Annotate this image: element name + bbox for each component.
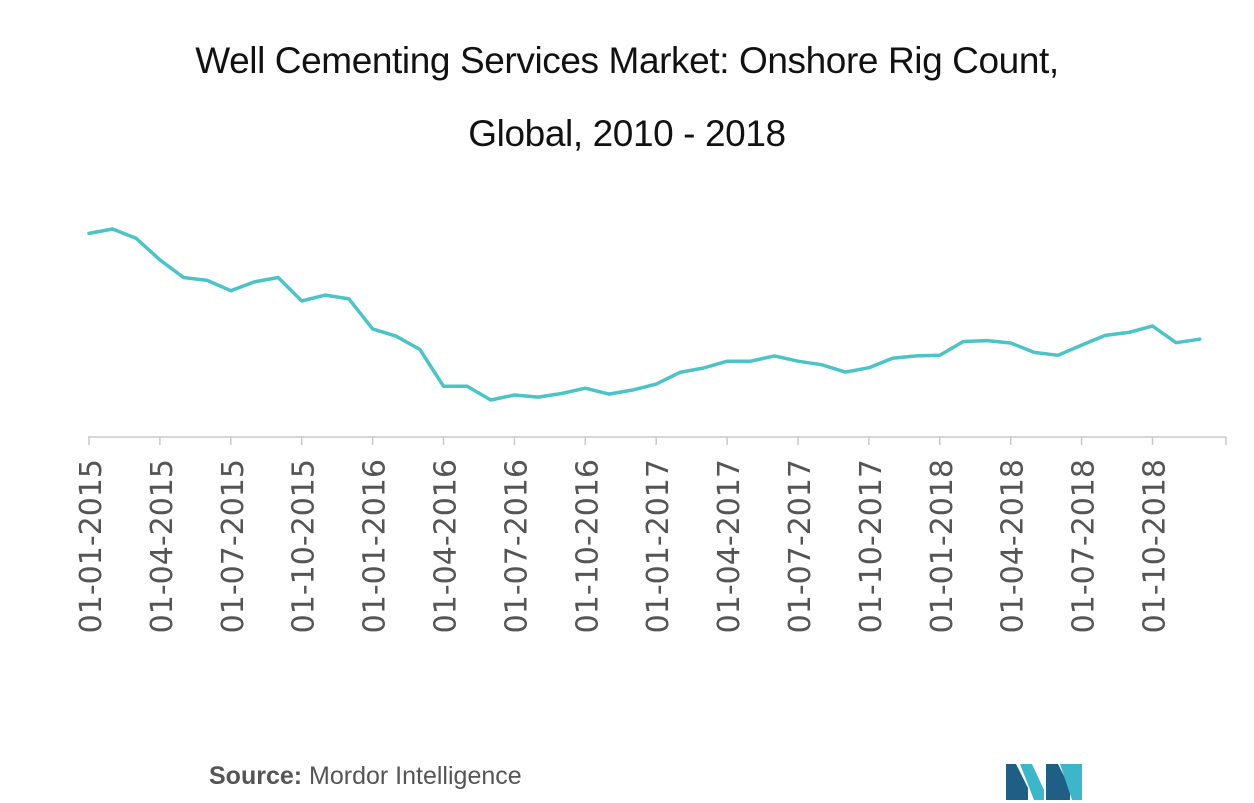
chart-title-line-1: Well Cementing Services Market: Onshore … — [195, 40, 1059, 81]
line-chart: 01-01-2015 01-04-2015 01-07-2015 01-10-2015… — [74, 227, 1227, 633]
x-tick-label: 01-04-2016 — [429, 459, 464, 633]
x-tick-label: 01-04-2017 — [712, 459, 747, 633]
x-tick-label: 01-04-2015 — [145, 459, 180, 633]
x-tick-label: 01-10-2016 — [570, 459, 605, 633]
x-tick-label: 01-01-2016 — [358, 459, 393, 633]
series-layer — [87, 227, 1202, 402]
x-tick-label: 01-01-2017 — [641, 459, 676, 633]
x-tick-label: 01-07-2018 — [1067, 459, 1102, 633]
x-tick-label: 01-07-2016 — [499, 459, 534, 633]
x-tick-label: 01-01-2015 — [74, 459, 109, 633]
source-text: Mordor Intelligence — [302, 762, 522, 790]
x-tick-label: 01-04-2018 — [996, 459, 1031, 633]
x-tick-label: 01-10-2018 — [1138, 459, 1173, 633]
x-tick-label: 01-07-2015 — [216, 459, 251, 633]
series-line — [87, 227, 1202, 402]
x-tick-label: 01-01-2018 — [925, 459, 960, 633]
source-label: Source: — [209, 762, 303, 790]
chart-title-line-2: Global, 2010 - 2018 — [468, 113, 786, 154]
source-note: Source: Mordor Intelligence — [209, 762, 522, 791]
x-axis: 01-01-2015 01-04-2015 01-07-2015 01-10-2015… — [74, 436, 1227, 633]
mordor-intelligence-logo — [1006, 764, 1082, 800]
x-tick-label: 01-10-2017 — [854, 459, 889, 633]
x-tick-label: 01-10-2015 — [287, 459, 322, 633]
x-tick-label: 01-07-2017 — [783, 459, 818, 633]
